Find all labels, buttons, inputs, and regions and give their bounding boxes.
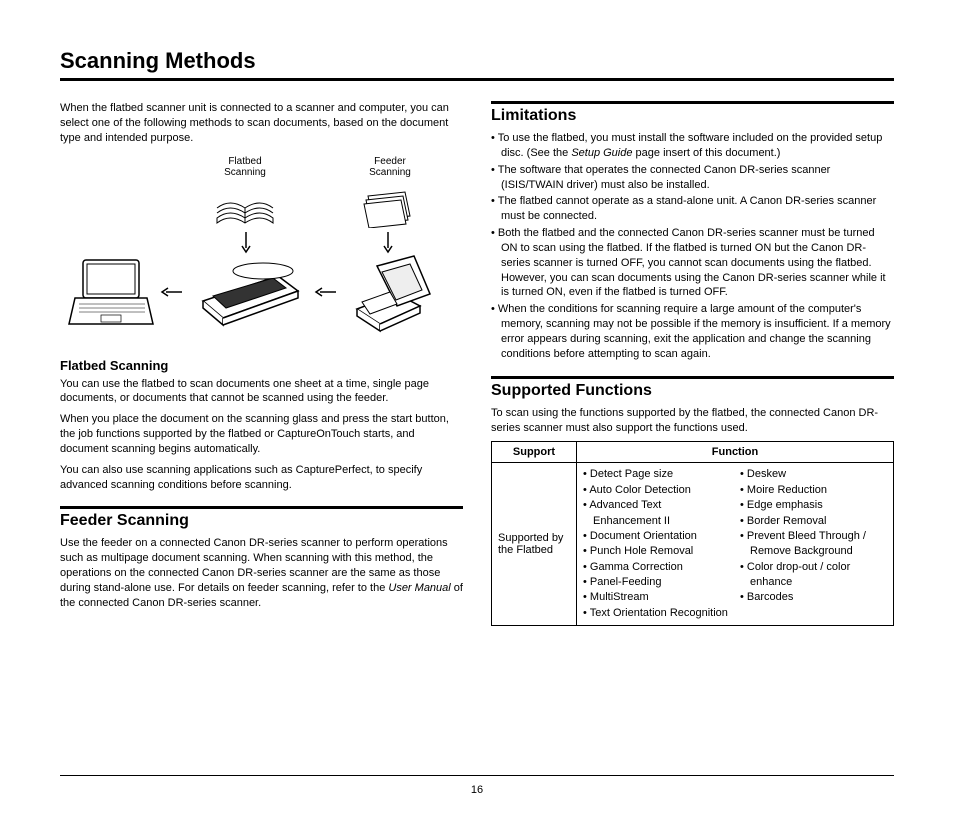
function-item: Gamma Correction [583, 560, 730, 575]
limitation-item: To use the flatbed, you must install the… [491, 131, 894, 161]
function-item: Color drop-out / color enhance [740, 560, 887, 591]
flatbed-p3: You can also use scanning applications s… [60, 463, 463, 493]
diagram-label-flatbed: Flatbed Scanning [210, 156, 280, 178]
function-item: Barcodes [740, 590, 887, 605]
intro-text: When the flatbed scanner unit is connect… [60, 101, 463, 146]
function-item: Deskew [740, 467, 887, 482]
left-column: When the flatbed scanner unit is connect… [60, 101, 463, 626]
function-cell: Detect Page size Auto Color Detection Ad… [577, 463, 894, 626]
diagram-label-feeder-l2: Scanning [369, 167, 411, 178]
th-function: Function [577, 442, 894, 463]
feeder-p1-italic: User Manual [388, 582, 450, 594]
functions-table: Support Function Supported by the Flatbe… [491, 441, 894, 626]
limitation-item: The software that operates the connected… [491, 163, 894, 193]
content-columns: When the flatbed scanner unit is connect… [60, 101, 894, 626]
limitation-item: The flatbed cannot operate as a stand-al… [491, 194, 894, 224]
function-list-right: Deskew Moire Reduction Edge emphasis Bor… [740, 467, 887, 621]
scanning-diagram: Flatbed Scanning Feeder Scanning [60, 156, 463, 346]
limitation-item: Both the flatbed and the connected Canon… [491, 226, 894, 300]
function-item: Moire Reduction [740, 483, 887, 498]
flatbed-p1: You can use the flatbed to scan document… [60, 377, 463, 407]
function-item: Border Removal [740, 514, 887, 529]
right-column: Limitations To use the flatbed, you must… [491, 101, 894, 626]
function-item: Auto Color Detection [583, 483, 730, 498]
page-title: Scanning Methods [60, 48, 894, 81]
function-item: Detect Page size [583, 467, 730, 482]
function-item: Text Orientation Recognition [583, 606, 730, 621]
limitations-list: To use the flatbed, you must install the… [491, 131, 894, 362]
limitations-heading: Limitations [491, 101, 894, 125]
function-item: Punch Hole Removal [583, 544, 730, 559]
th-support: Support [492, 442, 577, 463]
function-list-left: Detect Page size Auto Color Detection Ad… [583, 467, 730, 621]
flatbed-heading: Flatbed Scanning [60, 358, 463, 373]
diagram-label-flatbed-l2: Scanning [224, 167, 266, 178]
arrow-down-icon [240, 232, 252, 254]
flatbed-scanner-icon [188, 256, 308, 331]
diagram-label-flatbed-l1: Flatbed [228, 156, 261, 167]
limitation-1-italic: Setup Guide [571, 147, 632, 159]
function-item: Prevent Bleed Through / Remove Backgroun… [740, 529, 887, 560]
diagram-label-feeder-l1: Feeder [374, 156, 406, 167]
laptop-icon [65, 256, 155, 331]
function-item: Advanced Text Enhancement II [583, 498, 730, 529]
arrow-down-icon [382, 232, 394, 254]
limitation-1b: page insert of this document.) [632, 147, 780, 159]
supported-intro: To scan using the functions supported by… [491, 406, 894, 436]
paper-stack-icon [360, 188, 415, 228]
row-label: Supported by the Flatbed [492, 463, 577, 626]
feeder-p1: Use the feeder on a connected Canon DR-s… [60, 536, 463, 610]
diagram-label-feeder: Feeder Scanning [355, 156, 425, 178]
function-item: Edge emphasis [740, 498, 887, 513]
book-icon [215, 188, 275, 228]
function-item: MultiStream [583, 590, 730, 605]
function-item: Panel-Feeding [583, 575, 730, 590]
feeder-scanner-icon [342, 254, 437, 334]
arrow-left-icon [314, 286, 336, 298]
flatbed-p2: When you place the document on the scann… [60, 412, 463, 457]
feeder-heading: Feeder Scanning [60, 506, 463, 530]
page-number: 16 [0, 784, 954, 796]
limitation-item: When the conditions for scanning require… [491, 302, 894, 361]
footer-rule [60, 775, 894, 776]
supported-heading: Supported Functions [491, 376, 894, 400]
table-row: Supported by the Flatbed Detect Page siz… [492, 463, 894, 626]
function-item: Document Orientation [583, 529, 730, 544]
arrow-left-icon [160, 286, 182, 298]
